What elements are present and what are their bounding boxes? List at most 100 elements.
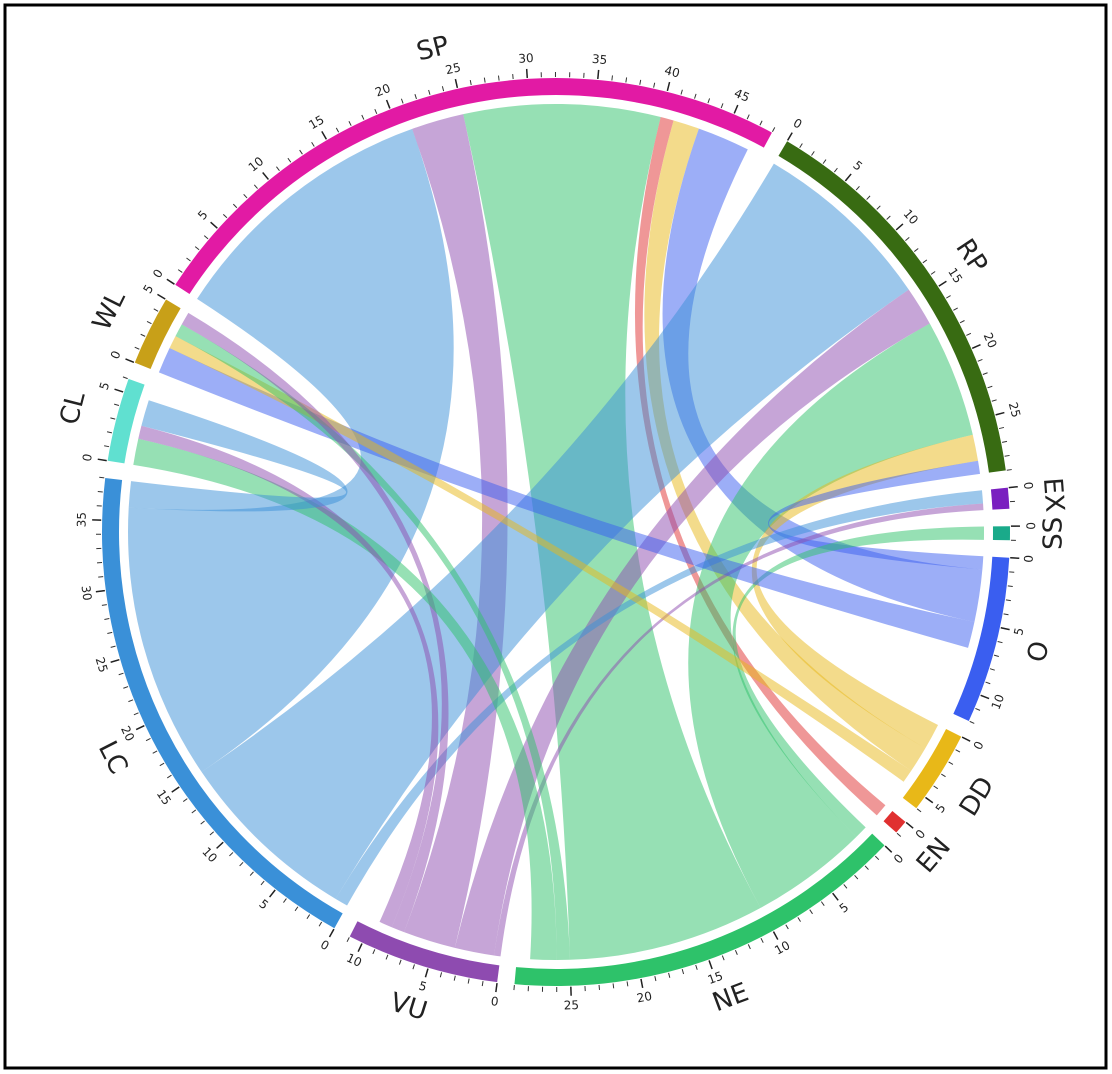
sector-band [101, 478, 343, 929]
minor-tick [681, 969, 685, 975]
major-tick [269, 889, 276, 898]
major-tick [357, 943, 363, 953]
minor-tick [694, 93, 697, 99]
minor-tick [820, 901, 825, 906]
minor-tick [200, 820, 205, 825]
tick-label: 25 [444, 60, 462, 77]
tick-label: 10 [772, 938, 792, 958]
sector-band [953, 556, 1010, 721]
minor-tick [985, 681, 991, 685]
major-tick [157, 293, 166, 300]
minor-tick [182, 798, 188, 802]
minor-tick [1001, 440, 1008, 443]
minor-tick [653, 82, 656, 88]
minor-tick [414, 94, 417, 100]
minor-tick [152, 750, 158, 754]
minor-tick [159, 762, 165, 767]
minor-tick [809, 909, 813, 915]
minor-tick [118, 672, 124, 676]
major-tick [385, 99, 391, 109]
minor-tick [439, 972, 443, 978]
major-tick [262, 171, 269, 180]
minor-tick [991, 399, 997, 402]
minor-tick [854, 875, 859, 880]
chord [454, 289, 930, 956]
minor-tick [1005, 599, 1011, 602]
minor-tick [229, 852, 234, 857]
major-tick [733, 104, 739, 114]
sector-band [107, 378, 145, 464]
minor-tick [191, 809, 197, 814]
minor-tick [311, 142, 315, 147]
chord [732, 526, 985, 837]
tick-label: 0 [1022, 555, 1036, 563]
minor-tick [441, 86, 445, 92]
major-tick [495, 983, 498, 993]
minor-tick [287, 157, 292, 163]
minor-tick [946, 295, 951, 299]
chord [751, 434, 979, 749]
tick-label: 30 [518, 51, 534, 66]
tick-label: 0 [490, 994, 499, 1009]
minor-tick [941, 773, 946, 778]
minor-tick [905, 236, 910, 241]
minor-tick [874, 855, 880, 861]
minor-tick [110, 417, 116, 420]
tick-label: 15 [945, 265, 965, 285]
minor-tick [453, 975, 456, 981]
major-tick [1008, 485, 1018, 489]
major-tick [666, 81, 671, 92]
minor-tick [611, 75, 613, 81]
tick-label: 15 [306, 112, 326, 132]
minor-tick [760, 937, 764, 943]
major-tick [708, 960, 713, 970]
minor-tick [106, 431, 113, 434]
chord [404, 114, 508, 948]
minor-tick [101, 604, 107, 606]
minor-tick [239, 861, 244, 867]
minor-tick [104, 618, 110, 620]
tick-label: 35 [591, 52, 608, 67]
minor-tick [953, 307, 958, 311]
major-tick [1000, 626, 1010, 631]
minor-tick [866, 195, 871, 200]
tick-label: 5 [1011, 626, 1026, 636]
tick-label: 35 [74, 512, 88, 528]
minor-tick [249, 871, 254, 876]
minor-tick [497, 75, 500, 81]
major-tick [895, 223, 904, 231]
minor-tick [177, 269, 183, 273]
minor-tick [1003, 613, 1009, 616]
minor-tick [260, 880, 265, 886]
tick-label: 20 [373, 81, 392, 100]
minor-tick [785, 924, 789, 930]
minor-tick [243, 193, 248, 199]
minor-tick [997, 640, 1003, 644]
minor-tick [166, 774, 172, 779]
minor-tick [948, 761, 954, 765]
minor-tick [346, 937, 350, 943]
minor-tick [253, 184, 258, 189]
minor-tick [412, 964, 415, 970]
minor-tick [1006, 469, 1012, 471]
major-tick [424, 968, 429, 978]
minor-tick [294, 906, 299, 912]
sector-label: EX [1037, 477, 1069, 513]
major-tick [95, 589, 105, 593]
chord [688, 323, 973, 908]
minor-tick [469, 79, 472, 86]
minor-tick [771, 127, 776, 133]
major-tick [925, 796, 934, 804]
minor-tick [886, 215, 891, 220]
major-tick [844, 173, 852, 182]
major-tick [832, 892, 839, 901]
minor-tick [811, 151, 815, 156]
major-tick [525, 68, 528, 78]
tick-label: 0 [1023, 522, 1037, 530]
minor-tick [720, 103, 724, 109]
minor-tick [222, 213, 228, 219]
major-tick [1010, 557, 1020, 560]
minor-tick [114, 403, 120, 406]
minor-tick [385, 954, 389, 960]
minor-tick [209, 831, 215, 836]
